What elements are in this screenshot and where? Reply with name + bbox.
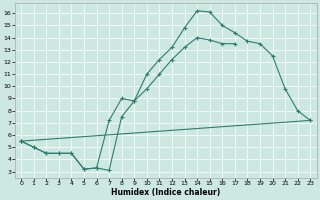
X-axis label: Humidex (Indice chaleur): Humidex (Indice chaleur) <box>111 188 220 197</box>
